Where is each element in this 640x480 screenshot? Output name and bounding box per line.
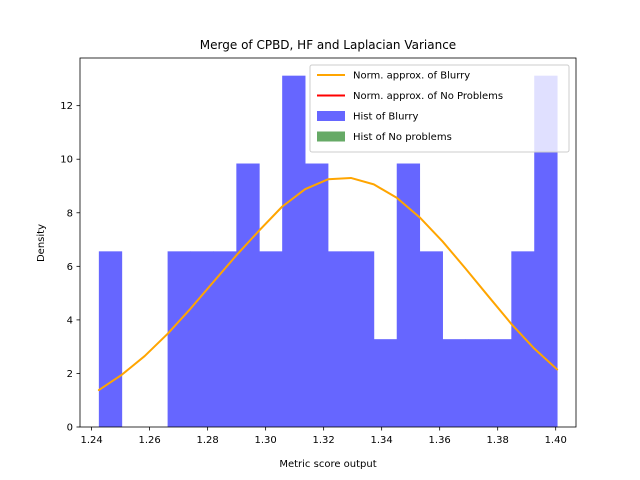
hist-bar-0-6 <box>236 163 260 427</box>
y-tick-label: 2 <box>67 369 73 380</box>
curve-lines <box>97 176 559 392</box>
y-axis-label: Density <box>36 224 47 262</box>
hist-bar-0-16 <box>465 339 489 427</box>
histogram-bars <box>98 75 558 428</box>
legend-label: Norm. approx. of No Problems <box>353 91 503 102</box>
legend-patch-swatch <box>317 111 345 121</box>
hist-bar-0-7 <box>259 251 283 427</box>
hist-bar-0-17 <box>488 339 512 427</box>
axes <box>79 57 577 428</box>
hist-bar-0-11 <box>350 251 375 427</box>
y-tick-label: 8 <box>67 208 73 219</box>
y-tick-label: 0 <box>67 423 73 434</box>
x-tick-label: 1.26 <box>138 435 160 446</box>
hist-bar-0-14 <box>419 251 443 427</box>
hist-bar-0-10 <box>328 251 352 427</box>
y-tick-label: 12 <box>60 101 73 112</box>
hist-bar-0-9 <box>305 163 329 427</box>
legend-label: Hist of Blurry <box>353 112 418 123</box>
hist-bar-0-13 <box>396 163 421 427</box>
legend: Norm. approx. of Blurry Norm. approx. of … <box>309 64 570 153</box>
hist-bar-0-15 <box>442 339 466 427</box>
y-tick-label: 4 <box>67 315 73 326</box>
chart-title: Merge of CPBD, HF and Laplacian Variance <box>200 38 456 52</box>
hist-bar-0-12 <box>373 339 398 427</box>
series-line-0 <box>97 176 559 392</box>
x-ticks: 1.24 1.26 1.28 1.30 1.32 1.34 1.36 1.38 1.40 <box>80 427 567 446</box>
x-tick-label: 1.24 <box>80 435 102 446</box>
legend-label: Hist of No problems <box>353 132 452 143</box>
hist-bar-0-4 <box>190 251 214 427</box>
x-tick-label: 1.36 <box>429 435 451 446</box>
y-tick-label: 6 <box>67 262 73 273</box>
legend-patch-swatch <box>317 131 345 142</box>
x-tick-label: 1.34 <box>371 435 393 446</box>
legend-label: Norm. approx. of Blurry <box>353 71 470 82</box>
x-tick-label: 1.40 <box>545 435 567 446</box>
legend-box <box>309 64 570 153</box>
x-axis-label: Metric score output <box>279 459 376 470</box>
x-tick-label: 1.28 <box>196 435 218 446</box>
hist-bar-0-18 <box>511 251 535 427</box>
hist-bar-0-5 <box>213 251 237 427</box>
hist-bar-0-19 <box>534 75 558 428</box>
axes-frame <box>79 57 577 428</box>
hist-bar-0-8 <box>282 75 306 428</box>
y-ticks: 0 2 4 6 8 10 12 <box>60 101 80 434</box>
hist-bar-0-0 <box>98 251 123 427</box>
x-tick-label: 1.30 <box>255 435 277 446</box>
x-tick-label: 1.38 <box>487 435 509 446</box>
x-tick-label: 1.32 <box>313 435 335 446</box>
hist-bar-0-3 <box>167 251 191 427</box>
y-tick-label: 10 <box>60 155 73 166</box>
